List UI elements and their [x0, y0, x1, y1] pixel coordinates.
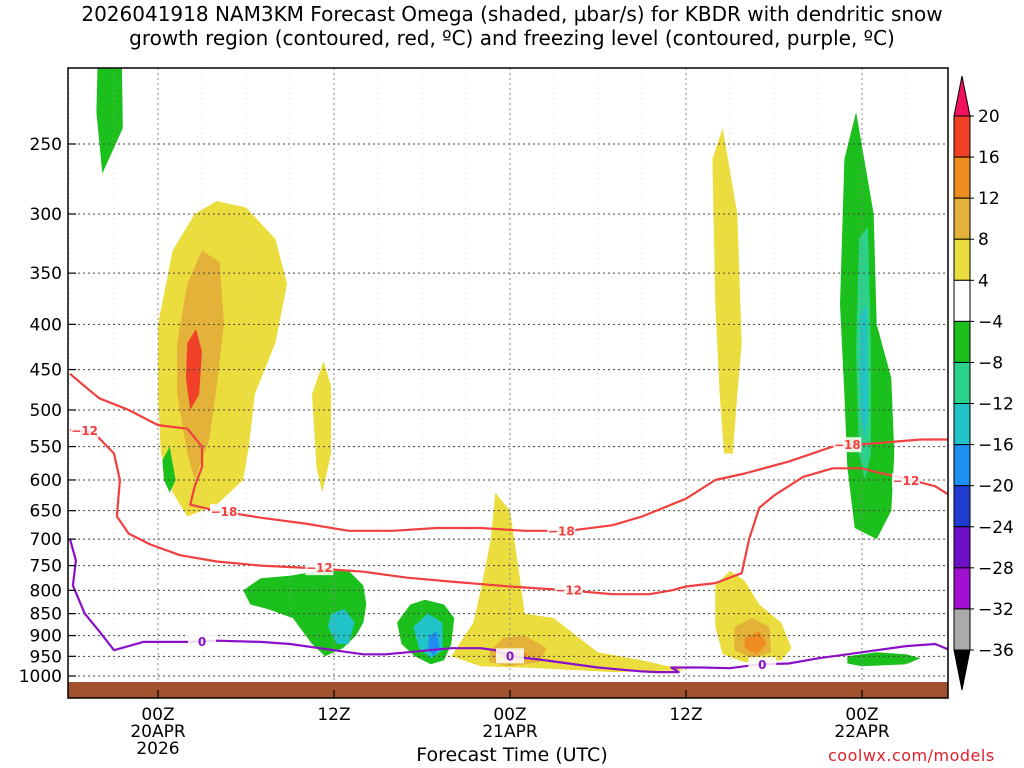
- y-tick-label: 650: [30, 502, 62, 522]
- contour-label: 0: [506, 649, 514, 663]
- colorbar-swatch: [953, 608, 971, 651]
- contour-label-bg: [496, 648, 524, 664]
- colorbar-swatch: [953, 238, 971, 281]
- omega-region-17: [744, 631, 767, 655]
- colorbar-swatch: [953, 444, 971, 487]
- colorbar-label: 12: [978, 189, 1000, 209]
- x-tick-label: 21APR: [482, 722, 538, 742]
- x-tick-label: 12Z: [669, 705, 702, 725]
- x-axis-title: Forecast Time (UTC): [416, 744, 608, 766]
- omega-region-21: [847, 652, 921, 667]
- colorbar-label: −12: [978, 395, 1014, 415]
- colorbar-swatch: [953, 156, 971, 199]
- colorbar-label: 16: [978, 148, 1000, 168]
- colorbar-swatch: [953, 279, 971, 322]
- omega-region-11: [451, 492, 686, 673]
- y-tick-label: 550: [30, 438, 62, 458]
- x-tick-label: 00Z: [845, 705, 878, 725]
- colorbar-label: 8: [978, 230, 989, 250]
- y-tick-label: 1000: [19, 667, 62, 687]
- colorbar-swatch: [953, 361, 971, 405]
- chart-title: 2026041918 NAM3KM Forecast Omega (shaded…: [81, 2, 943, 50]
- isotherm-line-1: [69, 372, 948, 532]
- contour-label-bg: [833, 437, 862, 453]
- omega-region-14: [712, 128, 742, 454]
- ground-strip: [68, 682, 948, 698]
- y-tick-label: 400: [30, 315, 62, 335]
- y-tick-label: 800: [30, 581, 62, 601]
- colorbar-label: −20: [978, 477, 1014, 497]
- contour-label-bg: [892, 473, 920, 489]
- contour-label: −12: [306, 561, 333, 575]
- omega-region-4: [162, 446, 176, 493]
- contour-label-bg: [554, 582, 583, 598]
- contour-label: 0: [758, 658, 766, 672]
- colorbar-label: −16: [978, 436, 1014, 456]
- y-tick-label: 950: [30, 647, 62, 667]
- y-tick-label: 450: [30, 361, 62, 381]
- colorbar-swatch: [953, 115, 971, 158]
- contour-label-bg: [188, 633, 216, 649]
- colorbar-top-arrow: [953, 75, 971, 117]
- colorbar-swatch: [953, 320, 971, 363]
- contour-label: −18: [834, 438, 861, 452]
- colorbar-label: −4: [978, 312, 1003, 332]
- y-tick-label: 500: [30, 401, 62, 421]
- isotherm-line-0: [69, 429, 948, 596]
- colorbar-bottom-arrow: [953, 649, 971, 691]
- contour-label-bg: [547, 523, 576, 539]
- y-tick-label: 900: [30, 627, 62, 647]
- contour-label: −12: [71, 424, 98, 438]
- credit-link[interactable]: coolwx.com/models: [828, 746, 995, 765]
- y-tick-label: 750: [30, 557, 62, 577]
- x-tick-label: 20APR: [130, 722, 186, 742]
- colorbar-swatch: [953, 485, 971, 528]
- colorbar-swatch: [953, 403, 971, 446]
- omega-region-0: [96, 68, 123, 174]
- colorbar-swatch: [953, 197, 971, 240]
- y-tick-label: 350: [30, 264, 62, 284]
- colorbar-label: 4: [978, 271, 989, 291]
- colorbar-label: −24: [978, 518, 1014, 538]
- x-tick-label: 2026: [136, 739, 179, 759]
- contour-label-bg: [70, 422, 99, 438]
- y-tick-label: 700: [30, 530, 62, 550]
- y-tick-label: 250: [30, 135, 62, 155]
- contour-label-bg: [305, 560, 334, 576]
- y-tick-label: 850: [30, 605, 62, 625]
- contour-label: 0: [198, 635, 206, 649]
- colorbar-swatch: [953, 526, 971, 569]
- y-tick-label: 300: [30, 205, 62, 225]
- omega-region-5: [312, 360, 332, 493]
- omega-region-15: [715, 570, 792, 663]
- colorbar-label: −8: [978, 353, 1003, 373]
- colorbar-label: 20: [978, 107, 1000, 127]
- contour-label-bg: [210, 503, 238, 519]
- x-tick-label: 22APR: [834, 722, 890, 742]
- plot-frame: [67, 67, 949, 699]
- x-tick-label: 00Z: [141, 705, 174, 725]
- contour-label: −12: [893, 474, 920, 488]
- colorbar-swatch: [953, 567, 971, 610]
- colorbar-label: −28: [978, 559, 1014, 579]
- contour-label: −18: [548, 524, 575, 538]
- contour-label: −12: [555, 583, 582, 597]
- x-tick-label: 12Z: [317, 705, 350, 725]
- y-tick-label: 600: [30, 471, 62, 491]
- x-tick-label: 00Z: [493, 705, 526, 725]
- colorbar-label: −32: [978, 600, 1014, 620]
- contour-label-bg: [748, 657, 777, 673]
- contour-label: −18: [211, 505, 238, 519]
- colorbar-label: −36: [978, 641, 1014, 661]
